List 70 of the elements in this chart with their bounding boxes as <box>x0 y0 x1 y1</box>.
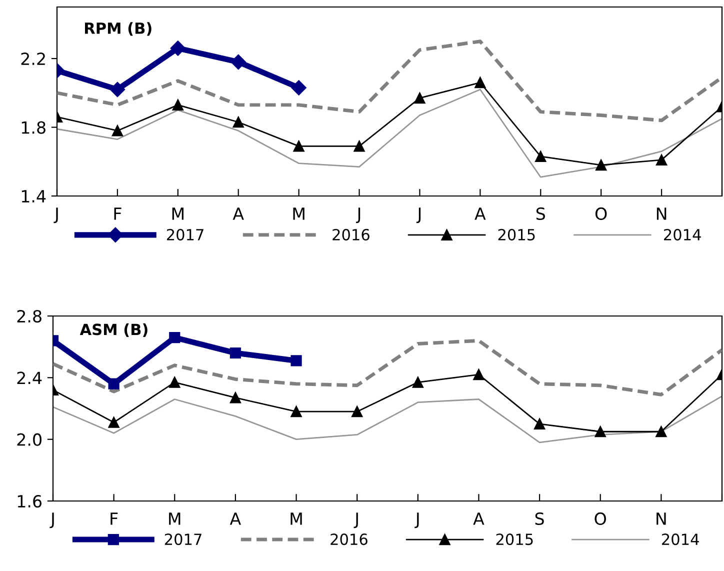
point <box>474 77 486 88</box>
x-tick-label: A <box>230 512 242 525</box>
x-tick-label: J <box>414 512 419 528</box>
y-tick-label: 1.6 <box>18 494 42 508</box>
legend-label: 2015 <box>498 228 535 240</box>
x-tick-label: S <box>536 207 545 220</box>
chart-title: ASM (B) <box>80 323 148 338</box>
x-tick-label: J <box>54 208 58 224</box>
x-tick-label: J <box>354 512 358 528</box>
point <box>473 369 484 380</box>
legend-label: 2017 <box>166 228 204 240</box>
x-tick-label: J <box>356 208 360 224</box>
x-tick-label: O <box>595 207 607 220</box>
x-tick-label: O <box>594 512 606 526</box>
point <box>293 140 304 152</box>
y-tick-label: 2.4 <box>17 372 42 384</box>
point <box>230 54 246 70</box>
x-tick-label: S <box>535 512 544 526</box>
x-tick-label: A <box>473 512 484 525</box>
text: RPM (B) <box>85 22 152 36</box>
point <box>414 92 426 104</box>
point <box>290 406 302 418</box>
legend-label: 2017 <box>164 534 202 546</box>
point <box>290 355 302 366</box>
point <box>291 80 306 96</box>
point <box>232 116 244 128</box>
line-series <box>57 40 722 122</box>
point <box>354 140 365 152</box>
y-tick-label: 2.8 <box>17 310 42 323</box>
legend-label: 2016 <box>332 228 370 240</box>
x-tick-label: F <box>110 512 118 525</box>
y-tick-label: 2.0 <box>17 433 42 446</box>
legend-label: 2016 <box>330 534 368 546</box>
line-series <box>53 395 722 444</box>
x-tick-label: M <box>172 208 184 220</box>
x-tick-label: N <box>656 512 666 525</box>
point <box>108 416 120 428</box>
point <box>352 406 363 418</box>
x-tick-label: M <box>169 512 180 525</box>
legend-label: 2015 <box>496 534 533 546</box>
point <box>169 376 180 388</box>
point <box>230 392 242 404</box>
point <box>594 426 606 438</box>
point <box>656 426 667 438</box>
point <box>656 154 668 166</box>
point <box>230 347 242 359</box>
y-tick-label: 2.2 <box>21 52 45 65</box>
point <box>108 378 120 390</box>
x-tick-label: M <box>290 512 302 525</box>
y-tick-label: 1.4 <box>22 190 46 202</box>
point <box>170 40 186 56</box>
line-series <box>53 338 722 396</box>
x-tick-label: A <box>474 208 486 220</box>
x-tick-label: N <box>656 208 666 220</box>
x-tick-label: J <box>50 512 54 528</box>
point <box>412 376 424 388</box>
x-tick-label: A <box>232 208 244 220</box>
point <box>535 150 546 162</box>
point <box>172 99 184 110</box>
legend-label: 2014 <box>664 228 701 240</box>
x-tick-label: J <box>416 208 421 224</box>
y-tick-label: 1.8 <box>22 121 46 134</box>
x-tick-label: M <box>293 208 304 220</box>
point <box>169 332 180 344</box>
point <box>596 160 607 171</box>
point <box>110 82 126 98</box>
point <box>534 418 546 430</box>
legend-label: 2014 <box>662 534 699 546</box>
point <box>112 125 124 136</box>
x-tick-label: F <box>114 208 122 220</box>
